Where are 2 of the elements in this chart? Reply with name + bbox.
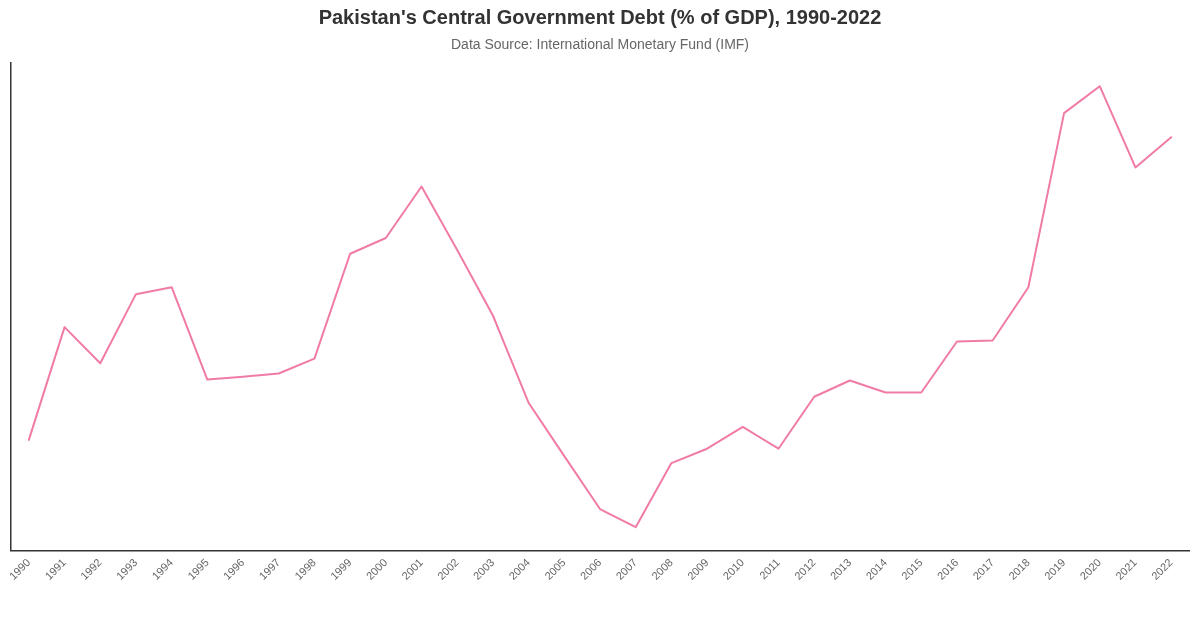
chart-title: Pakistan's Central Government Debt (% of GDP), 1990-2022 — [317, 6, 883, 29]
chart-subtitle: Data Source: International Monetary Fund (IMF) — [450, 36, 750, 52]
